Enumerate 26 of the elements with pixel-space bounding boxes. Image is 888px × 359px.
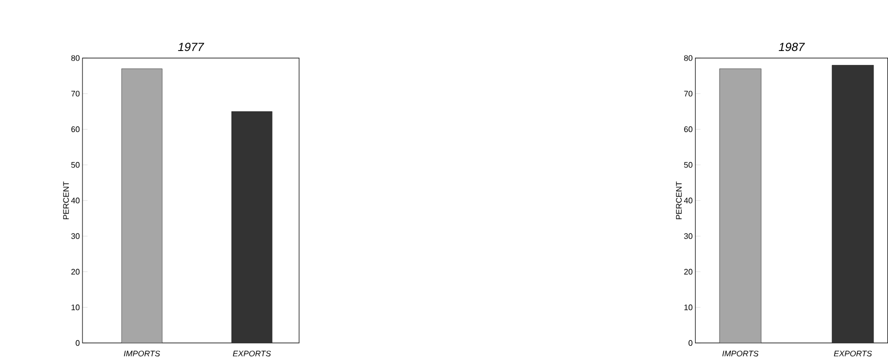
y-tick-label: 40 xyxy=(71,198,80,204)
y-tick-label: 30 xyxy=(684,233,692,240)
x-tick-label: EXPORTS xyxy=(834,350,872,356)
y-axis-title: PERCENT xyxy=(63,182,69,220)
y-tick-label: 60 xyxy=(71,126,80,132)
y-axis-title: PERCENT xyxy=(676,182,682,220)
x-tick-label: EXPORTS xyxy=(232,350,271,356)
y-tick-label: 70 xyxy=(684,90,692,97)
y-tick-label: 10 xyxy=(684,304,692,310)
y-tick-label: 70 xyxy=(71,90,80,97)
y-tick-label: 40 xyxy=(684,198,692,204)
y-tick-label: 80 xyxy=(71,55,80,61)
chart-title: 1977 xyxy=(178,42,204,52)
y-tick-label: 0 xyxy=(688,340,692,346)
y-tick-label: 60 xyxy=(684,126,692,132)
y-tick-label: 30 xyxy=(71,233,80,240)
y-tick-label: 50 xyxy=(71,162,80,168)
chart-title: 1987 xyxy=(778,42,805,52)
y-tick-label: 80 xyxy=(684,55,692,61)
y-tick-label: 10 xyxy=(72,304,80,310)
y-tick-label: 20 xyxy=(684,268,692,275)
x-tick-label: IMPORTS xyxy=(722,350,758,356)
x-tick-label: IMPORTS xyxy=(124,350,160,356)
y-tick-label: 50 xyxy=(684,162,692,168)
y-tick-label: 0 xyxy=(76,340,80,346)
y-tick-label: 20 xyxy=(71,268,80,275)
